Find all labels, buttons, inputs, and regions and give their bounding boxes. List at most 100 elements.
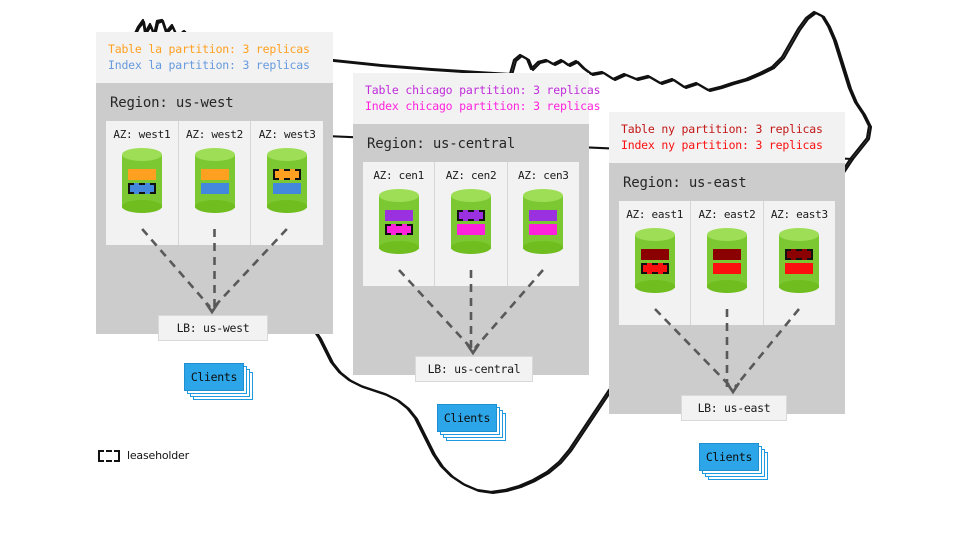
cylinder-body xyxy=(706,234,747,288)
cylinder-bottom xyxy=(194,200,235,213)
database-cylinder[interactable] xyxy=(121,148,162,214)
lb-connectors xyxy=(398,269,544,356)
az-label: AZ: east2 xyxy=(698,208,756,221)
az-label: AZ: west2 xyxy=(186,128,243,141)
dashed-rect-icon xyxy=(98,449,120,462)
cylinder-top xyxy=(779,228,820,241)
az-cell-east2[interactable]: AZ: east2 xyxy=(691,201,764,325)
replica-band-table xyxy=(384,210,413,221)
replica-band-table-leaseholder xyxy=(273,169,302,180)
cylinder-bottom xyxy=(706,280,747,293)
cylinder-top xyxy=(378,189,419,202)
table-replicas-line: Table la partition: 3 replicas xyxy=(108,42,310,56)
az-label: AZ: cen2 xyxy=(445,169,497,182)
region-body-us-east: Region: us-east AZ: east1 AZ: east2 AZ: eas… xyxy=(609,163,845,480)
load-balancer-us-east[interactable]: LB: us-east xyxy=(681,395,787,421)
clients-label: Clients xyxy=(437,404,497,432)
region-panel-us-central: Table chicago partition: 3 replicas Index… xyxy=(353,73,601,441)
cylinder-top xyxy=(267,148,308,161)
cylinder-body xyxy=(121,154,162,208)
az-label: AZ: cen3 xyxy=(518,169,569,182)
database-cylinder[interactable] xyxy=(634,228,675,294)
cylinder-top xyxy=(706,228,747,241)
cylinder-top xyxy=(523,189,564,202)
cylinder-bottom xyxy=(378,241,419,254)
partition-summary-us-west: Table la partition: 3 replicas Index la p… xyxy=(96,32,333,83)
replica-band-table-leaseholder xyxy=(785,249,814,260)
replica-band-index xyxy=(273,183,302,194)
cylinder-top xyxy=(634,228,675,241)
replica-band-table xyxy=(529,210,558,221)
partition-summary-us-central: Table chicago partition: 3 replicas Index… xyxy=(353,73,601,124)
replica-band-index-leaseholder xyxy=(384,224,413,235)
cylinder-bottom xyxy=(121,200,162,213)
az-label: AZ: west1 xyxy=(113,128,171,141)
region-title-us-central: Region: us-central xyxy=(367,136,516,152)
clients-us-west[interactable]: Clients xyxy=(184,363,253,400)
database-cylinder[interactable] xyxy=(706,228,747,294)
index-replicas-line: Index la partition: 3 replicas xyxy=(108,58,310,72)
az-label: AZ: cen1 xyxy=(373,169,424,182)
cylinder-body xyxy=(194,154,235,208)
partition-summary-us-east: Table ny partition: 3 replicas Index ny p… xyxy=(609,112,845,163)
region-title-us-east: Region: us-east xyxy=(623,175,747,191)
cylinder-bottom xyxy=(634,280,675,293)
cylinder-body xyxy=(450,195,491,249)
clients-label: Clients xyxy=(184,363,244,391)
az-cell-west3[interactable]: AZ: west3 xyxy=(251,121,323,245)
replica-band-index-leaseholder xyxy=(640,263,669,274)
load-balancer-us-central[interactable]: LB: us-central xyxy=(415,356,533,382)
az-cell-east3[interactable]: AZ: east3 xyxy=(764,201,835,325)
database-cylinder[interactable] xyxy=(450,189,491,255)
az-cell-cen2[interactable]: AZ: cen2 xyxy=(435,162,508,286)
database-cylinder[interactable] xyxy=(779,228,820,294)
cylinder-body xyxy=(634,234,675,288)
index-replicas-line: Index chicago partition: 3 replicas xyxy=(365,99,601,113)
replica-band-index xyxy=(200,183,229,194)
clients-us-central[interactable]: Clients xyxy=(437,404,506,441)
index-replicas-line: Index ny partition: 3 replicas xyxy=(621,138,823,152)
region-body-us-west: Region: us-west AZ: west1 AZ: west2 AZ: wes… xyxy=(96,83,333,400)
database-cylinder[interactable] xyxy=(267,148,308,214)
replica-band-index xyxy=(456,224,485,235)
replica-band-index xyxy=(712,263,741,274)
replica-band-index xyxy=(529,224,558,235)
az-row-us-east: AZ: east1 AZ: east2 AZ: east3 xyxy=(619,201,835,325)
load-balancer-us-west[interactable]: LB: us-west xyxy=(158,315,268,341)
lb-connectors xyxy=(654,308,801,395)
table-replicas-line: Table chicago partition: 3 replicas xyxy=(365,83,601,97)
az-cell-cen3[interactable]: AZ: cen3 xyxy=(508,162,579,286)
az-cell-east1[interactable]: AZ: east1 xyxy=(619,201,692,325)
cylinder-top xyxy=(194,148,235,161)
cylinder-body xyxy=(779,234,820,288)
region-title-us-west: Region: us-west xyxy=(110,95,234,111)
cylinder-bottom xyxy=(779,280,820,293)
az-label: AZ: west3 xyxy=(258,128,316,141)
table-replicas-line: Table ny partition: 3 replicas xyxy=(621,122,823,136)
clients-us-east[interactable]: Clients xyxy=(699,443,768,480)
database-cylinder[interactable] xyxy=(523,189,564,255)
cylinder-body xyxy=(523,195,564,249)
cylinder-bottom xyxy=(450,241,491,254)
replica-band-table xyxy=(640,249,669,260)
clients-label: Clients xyxy=(699,443,759,471)
cylinder-bottom xyxy=(523,241,564,254)
az-cell-west2[interactable]: AZ: west2 xyxy=(179,121,252,245)
cylinder-top xyxy=(121,148,162,161)
lb-connectors xyxy=(141,228,288,315)
legend: leaseholder xyxy=(98,449,189,462)
database-cylinder[interactable] xyxy=(378,189,419,255)
az-label: AZ: east1 xyxy=(626,208,684,221)
replica-band-table xyxy=(127,169,156,180)
cylinder-body xyxy=(267,154,308,208)
az-row-us-west: AZ: west1 AZ: west2 AZ: west3 xyxy=(106,121,323,245)
az-row-us-central: AZ: cen1 AZ: cen2 AZ: cen3 xyxy=(363,162,579,286)
replica-band-index xyxy=(785,263,814,274)
az-cell-west1[interactable]: AZ: west1 xyxy=(106,121,179,245)
database-cylinder[interactable] xyxy=(194,148,235,214)
region-panel-us-west: Table la partition: 3 replicas Index la p… xyxy=(96,32,333,400)
az-cell-cen1[interactable]: AZ: cen1 xyxy=(363,162,436,286)
replica-band-table xyxy=(712,249,741,260)
cylinder-bottom xyxy=(267,200,308,213)
